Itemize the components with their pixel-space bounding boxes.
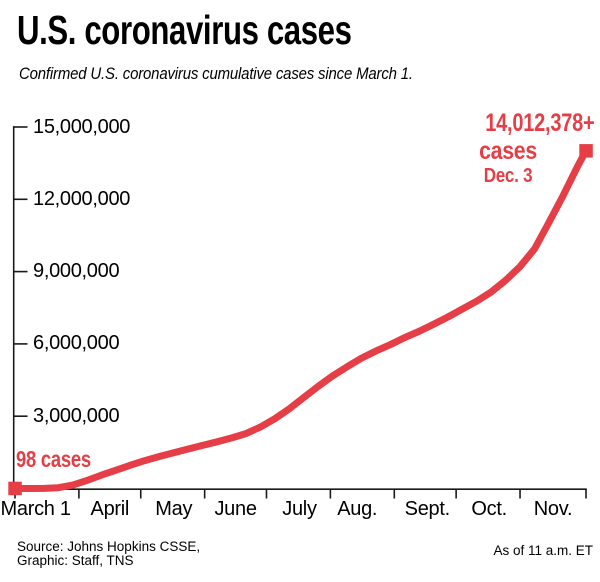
as-of-timestamp: As of 11 a.m. ET (493, 543, 593, 558)
graphic-credit-line: Graphic: Staff, TNS (17, 552, 134, 568)
chart-subtitle: Confirmed U.S. coronavirus cumulative ca… (19, 64, 413, 83)
end-annotation-unit: cases (479, 137, 537, 165)
start-annotation-label: 98 cases (16, 446, 91, 472)
end-annotation-date: Dec. 3 (483, 165, 533, 187)
cumulative-cases-line (11, 147, 590, 492)
data-point-marker (579, 144, 593, 158)
end-annotation-value: 14,012,378+ (484, 109, 594, 137)
source-line: Source: Johns Hopkins CSSE, (17, 539, 201, 554)
data-point-marker (8, 481, 22, 496)
page-title: U.S. coronavirus cases (17, 7, 352, 53)
source-credit: Source: Johns Hopkins CSSE, Graphic: Sta… (17, 540, 200, 568)
